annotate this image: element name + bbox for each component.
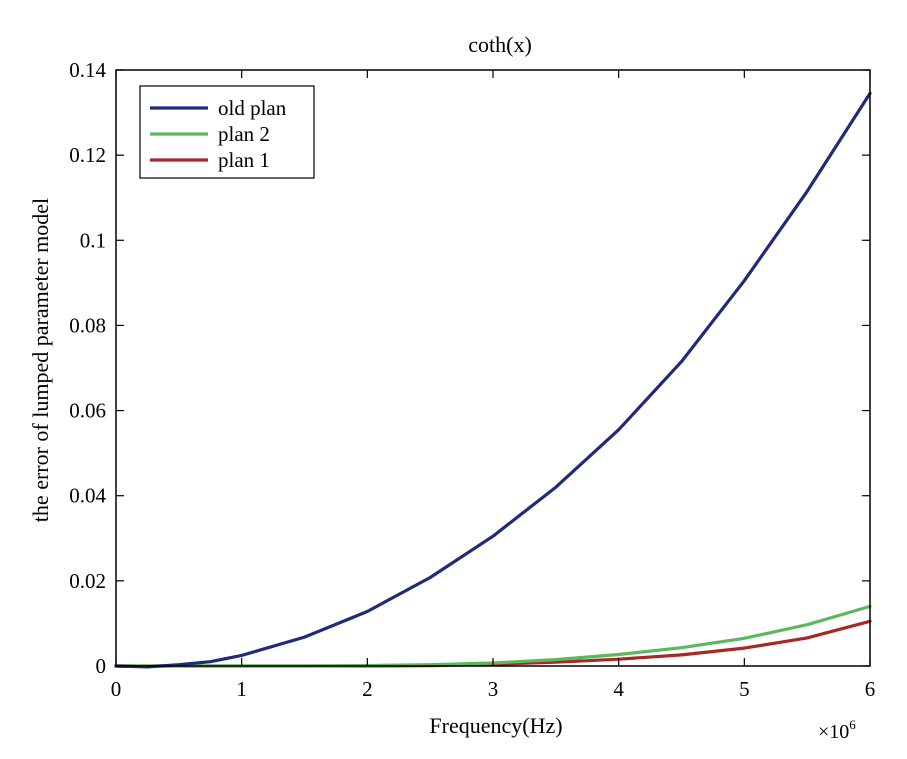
y-tick-label: 0.04	[69, 484, 106, 508]
legend-label: old plan	[218, 96, 287, 120]
x-tick-label: 5	[739, 677, 750, 701]
legend-box	[139, 85, 315, 179]
y-tick-label: 0.14	[69, 58, 106, 82]
y-axis-label: the error of lumped parameter model	[28, 198, 53, 522]
chart-title: coth(x)	[468, 32, 532, 57]
x-tick-label: 1	[236, 677, 247, 701]
ticks-layer: 0 1 2 3 4 5 6 0 0.02 0.04 0.06 0.08 0.1 0.12 0.14	[69, 58, 875, 701]
y-tick-label: 0.08	[69, 313, 106, 337]
x-tick-label: 0	[111, 677, 122, 701]
x-multiplier-base: ×10	[818, 721, 849, 743]
legend-label: plan 2	[218, 122, 270, 146]
x-multiplier-exponent: 6	[849, 717, 856, 732]
series-layer	[114, 91, 872, 669]
x-tick-label: 4	[613, 677, 624, 701]
y-tick-label: 0.1	[80, 228, 106, 252]
x-tick-label: 2	[362, 677, 373, 701]
y-tick-label: 0	[96, 654, 107, 678]
y-tick-label: 0.06	[69, 399, 106, 423]
x-axis-multiplier: ×106	[818, 717, 856, 743]
x-tick-label: 3	[488, 677, 499, 701]
x-axis-label: Frequency(Hz)	[429, 713, 562, 738]
y-tick-label: 0.02	[69, 569, 106, 593]
y-tick-label: 0.12	[69, 143, 106, 167]
x-tick-label: 6	[865, 677, 876, 701]
legend-label: plan 1	[218, 148, 270, 172]
series-line-old-plan	[114, 91, 872, 669]
